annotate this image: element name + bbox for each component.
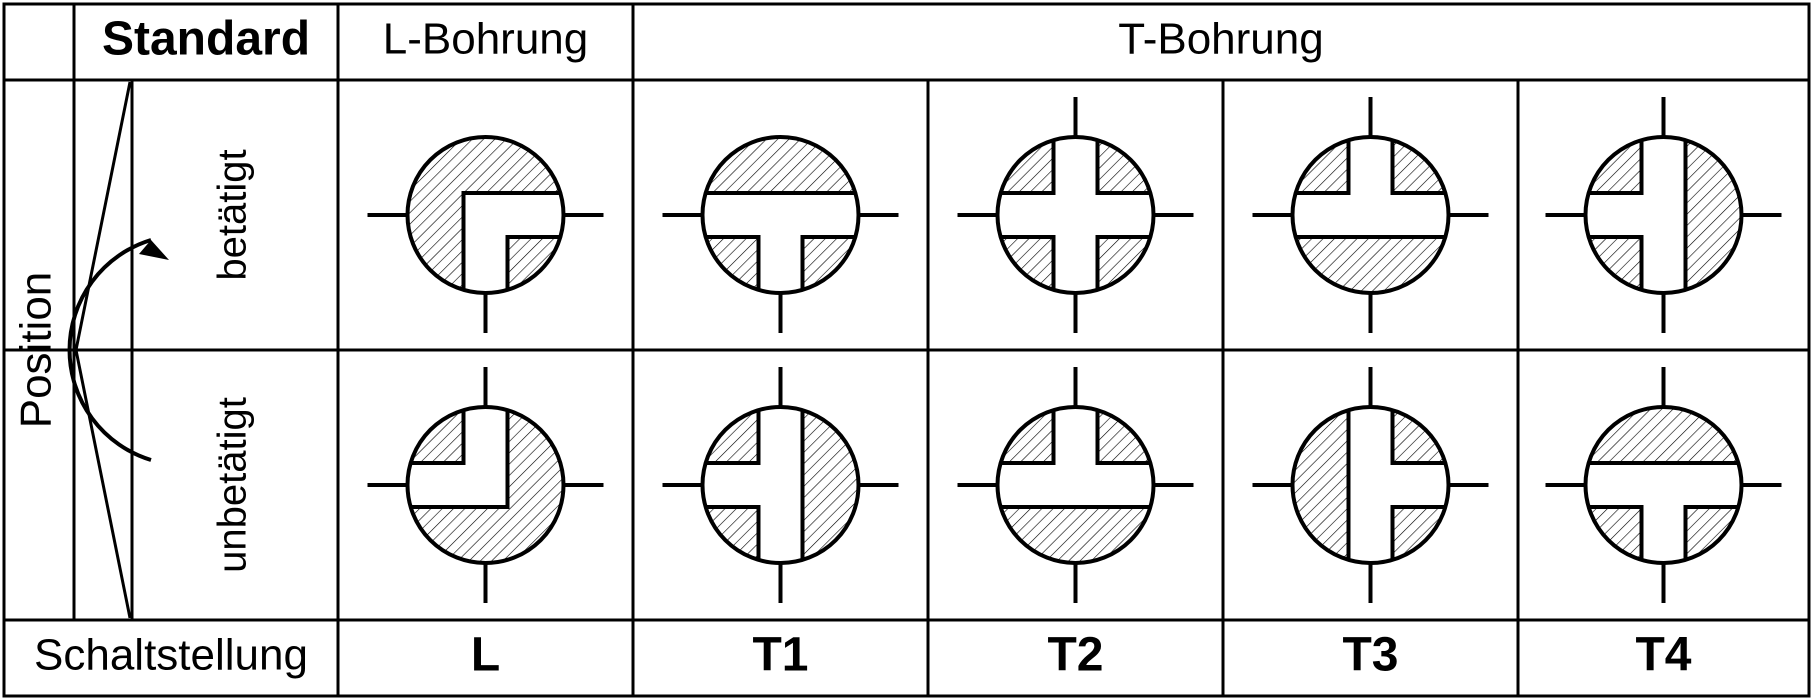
footer-code-L: L [471, 629, 500, 682]
side-position: Position [12, 272, 61, 429]
header-standard: Standard [102, 13, 310, 66]
side-unbetaetigt: unbetätigt [211, 397, 255, 573]
valve-unb-T3 [1253, 367, 1489, 603]
header-t-bohrung: T-Bohrung [1118, 15, 1323, 64]
valve-unb-T4 [1546, 367, 1782, 603]
valve-unb-L [368, 367, 604, 603]
footer-code-T4: T4 [1635, 629, 1691, 682]
footer-code-T1: T1 [752, 629, 808, 682]
valve-unb-T1 [663, 367, 899, 603]
diagram-svg: Standard L-Bohrung T-Bohrung Position betäti… [0, 0, 1813, 700]
valve-bet-T3 [1253, 97, 1489, 333]
valve-bet-T2 [958, 97, 1194, 333]
diagram-root: Standard L-Bohrung T-Bohrung Position betäti… [0, 0, 1813, 700]
footer-label: Schaltstellung [34, 631, 308, 680]
footer-code-T2: T2 [1047, 629, 1103, 682]
valve-unb-T2 [958, 367, 1194, 603]
valve-bet-L [368, 135, 604, 333]
header-l-bohrung: L-Bohrung [383, 15, 588, 64]
footer-code-T3: T3 [1342, 629, 1398, 682]
valve-bet-T1 [663, 135, 899, 333]
valve-bet-T4 [1546, 97, 1782, 333]
side-betaetigt: betätigt [211, 149, 255, 280]
